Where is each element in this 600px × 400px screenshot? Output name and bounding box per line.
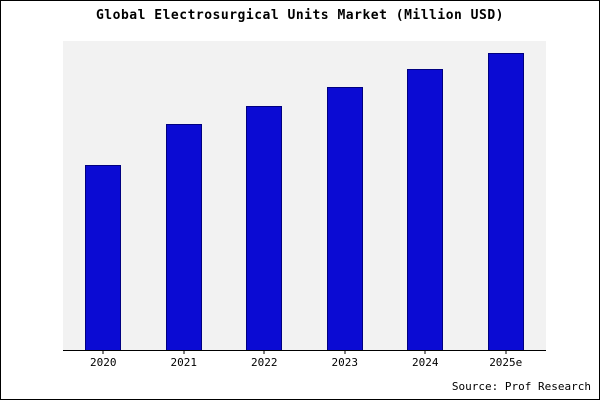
x-axis-tick	[424, 350, 426, 354]
plot-area	[63, 41, 546, 354]
x-tick-label-2023: 2023	[331, 356, 359, 369]
x-tick-label-2020: 2020	[89, 356, 117, 369]
bar-2025e	[487, 53, 524, 350]
x-axis-tick	[102, 350, 104, 354]
bar-2020	[85, 164, 122, 350]
x-axis-tick	[183, 350, 185, 354]
x-tick-label-2025e: 2025e	[489, 356, 523, 369]
x-tick-label-2024: 2024	[412, 356, 439, 369]
bar-2023	[326, 87, 363, 350]
bar-2024	[407, 68, 444, 350]
x-axis-tick	[263, 350, 265, 354]
x-axis-tick	[505, 350, 507, 354]
source-caption: Source: Prof Research	[451, 380, 591, 393]
x-axis-labels: 2020 2021 2022 2023 2024 2025e	[63, 356, 546, 372]
chart-title: Global Electrosurgical Units Market (Mil…	[95, 8, 504, 23]
bar-2021	[165, 124, 202, 350]
x-axis-tick	[344, 350, 346, 354]
bar-2022	[246, 105, 283, 350]
x-tick-label-2021: 2021	[170, 356, 198, 369]
x-tick-label-2022: 2022	[251, 356, 278, 369]
